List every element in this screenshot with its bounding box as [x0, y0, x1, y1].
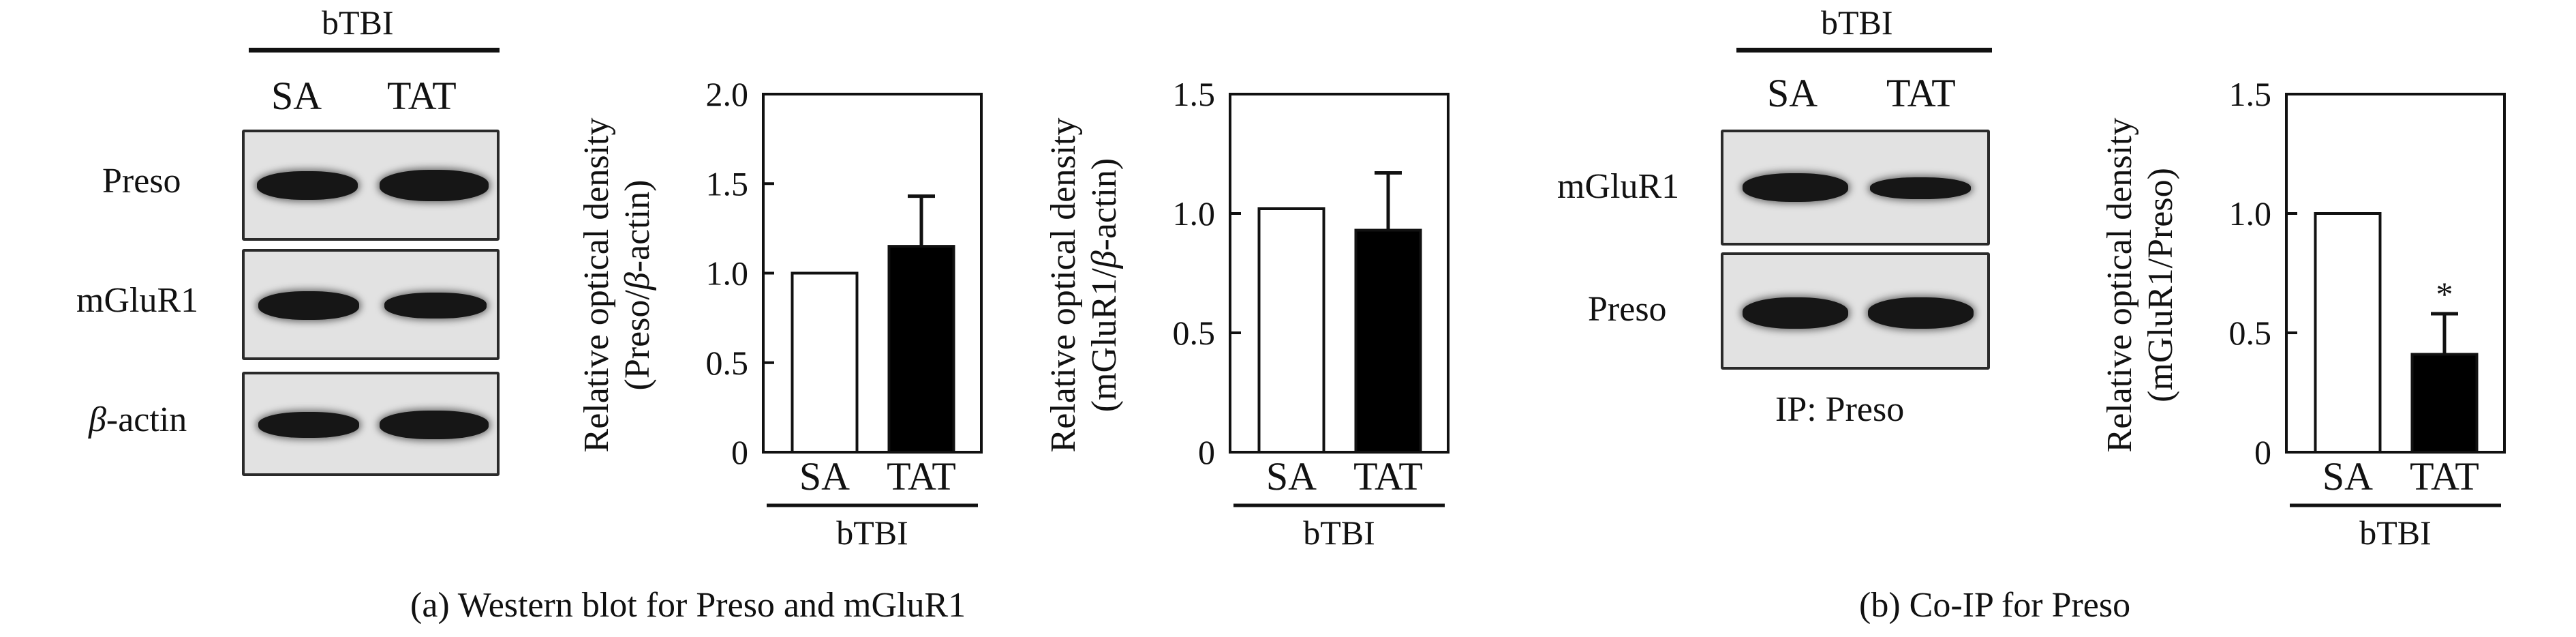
blot-a-row-label-actin: β-actin [89, 402, 187, 438]
significance-marker: * [2436, 275, 2453, 313]
blot-b-strip-mglur1 [1721, 130, 1990, 246]
chart-mglur1-preso: Relative optical density (mGluR1/Preso) … [2100, 75, 2506, 552]
y-tick-label: 1.0 [706, 254, 749, 293]
bar-tat [1354, 228, 1422, 454]
blot-band [1870, 177, 1971, 199]
bar-tat [2410, 353, 2479, 454]
blot-band [380, 411, 489, 439]
blot-band [380, 170, 489, 201]
y-tick-label: 0 [2254, 433, 2271, 471]
blot-band [257, 171, 358, 200]
plot-frame [2285, 93, 2506, 454]
blot-a-strip-mglur1 [242, 249, 500, 360]
blot-b-group-label: bTBI [1821, 3, 1893, 42]
x-tick-label: SA [799, 454, 850, 499]
blot-band [1743, 297, 1848, 329]
blot-a-row-label-preso: Preso [102, 162, 181, 201]
blot-b-lane-sa: SA [1767, 71, 1818, 115]
y-tick-label: 1.5 [2229, 75, 2272, 113]
blot-band [384, 293, 487, 318]
caption-panel-b: (b) Co-IP for Preso [1859, 586, 2131, 625]
y-tick-label: 1.0 [2229, 194, 2272, 233]
y-tick-label: 0 [1198, 433, 1215, 471]
x-tick-label: SA [2322, 454, 2373, 499]
bar-sa [1257, 207, 1325, 454]
chart-ylabel-line2: (mGluR1/Preso) [2141, 168, 2180, 402]
chart-ylabel-line1: Relative optical density [1044, 118, 1083, 453]
blot-b-ip-label: IP: Preso [1775, 390, 1905, 429]
blot-b-row-label-mglur1: mGluR1 [1557, 167, 1680, 206]
plot-area: 0 0.5 1.0 1.5 SA * TAT bTBI [2229, 75, 2506, 552]
plot-area: 0 0.5 1.0 1.5 SA TAT bTBI [1173, 75, 1450, 552]
group-label: bTBI [1303, 514, 1375, 552]
x-tick-label: TAT [2410, 454, 2479, 499]
chart-ylabel-line1: Relative optical density [577, 118, 616, 453]
bar-sa [2314, 212, 2382, 454]
plot-area: 0 0.5 1.0 1.5 2.0 SA TAT bTBI [706, 75, 983, 552]
x-tick-label: TAT [1353, 454, 1423, 499]
y-tick-label: 1.5 [706, 164, 749, 203]
blot-band [258, 412, 359, 438]
x-tick-label: TAT [887, 454, 956, 499]
blot-a-group-rule [249, 48, 500, 53]
beta-symbol: β [89, 400, 106, 439]
chart-ylabel-line2: (mGluR1/β-actin) [1085, 158, 1124, 413]
blot-a-strip-actin [242, 372, 500, 476]
y-tick-label: 0.5 [2229, 314, 2272, 352]
y-tick-label: 0 [731, 433, 748, 471]
chart-ylabel-line1: Relative optical density [2100, 118, 2139, 453]
bar-tat [887, 245, 955, 454]
chart-mglur1-actin: Relative optical density (mGluR1/β-actin… [1044, 75, 1450, 552]
blot-a-lane-sa: SA [271, 74, 322, 118]
blot-a-group-label: bTBI [322, 3, 394, 42]
blot-b-lane-tat: TAT [1886, 71, 1956, 115]
blot-band [258, 291, 359, 320]
blot-band [1743, 173, 1848, 202]
y-tick-label: 1.5 [1173, 75, 1216, 113]
blot-a-row-label-mglur1: mGluR1 [76, 281, 199, 320]
group-label: bTBI [836, 514, 908, 552]
x-tick-label: SA [1266, 454, 1317, 499]
caption-panel-a: (a) Western blot for Preso and mGluR1 [410, 586, 966, 625]
blot-band [1868, 297, 1974, 329]
group-label: bTBI [2359, 514, 2432, 552]
y-tick-label: 1.0 [1173, 194, 1216, 233]
blot-b-row-label-preso: Preso [1588, 290, 1667, 329]
plot-frame [1229, 93, 1450, 454]
bar-sa [791, 271, 859, 454]
y-tick-label: 0.5 [1173, 314, 1216, 352]
actin-text: -actin [106, 400, 187, 439]
blot-b-strip-preso [1721, 252, 1990, 370]
blot-a-strip-preso [242, 130, 500, 241]
chart-preso-actin: Relative optical density (Preso/β-actin)… [577, 75, 983, 552]
y-tick-label: 2.0 [706, 75, 749, 113]
y-tick-label: 0.5 [706, 344, 749, 382]
blot-b-group-rule [1736, 48, 1992, 53]
blot-a-lane-tat: TAT [387, 74, 457, 118]
chart-ylabel-line2: (Preso/β-actin) [618, 180, 657, 391]
